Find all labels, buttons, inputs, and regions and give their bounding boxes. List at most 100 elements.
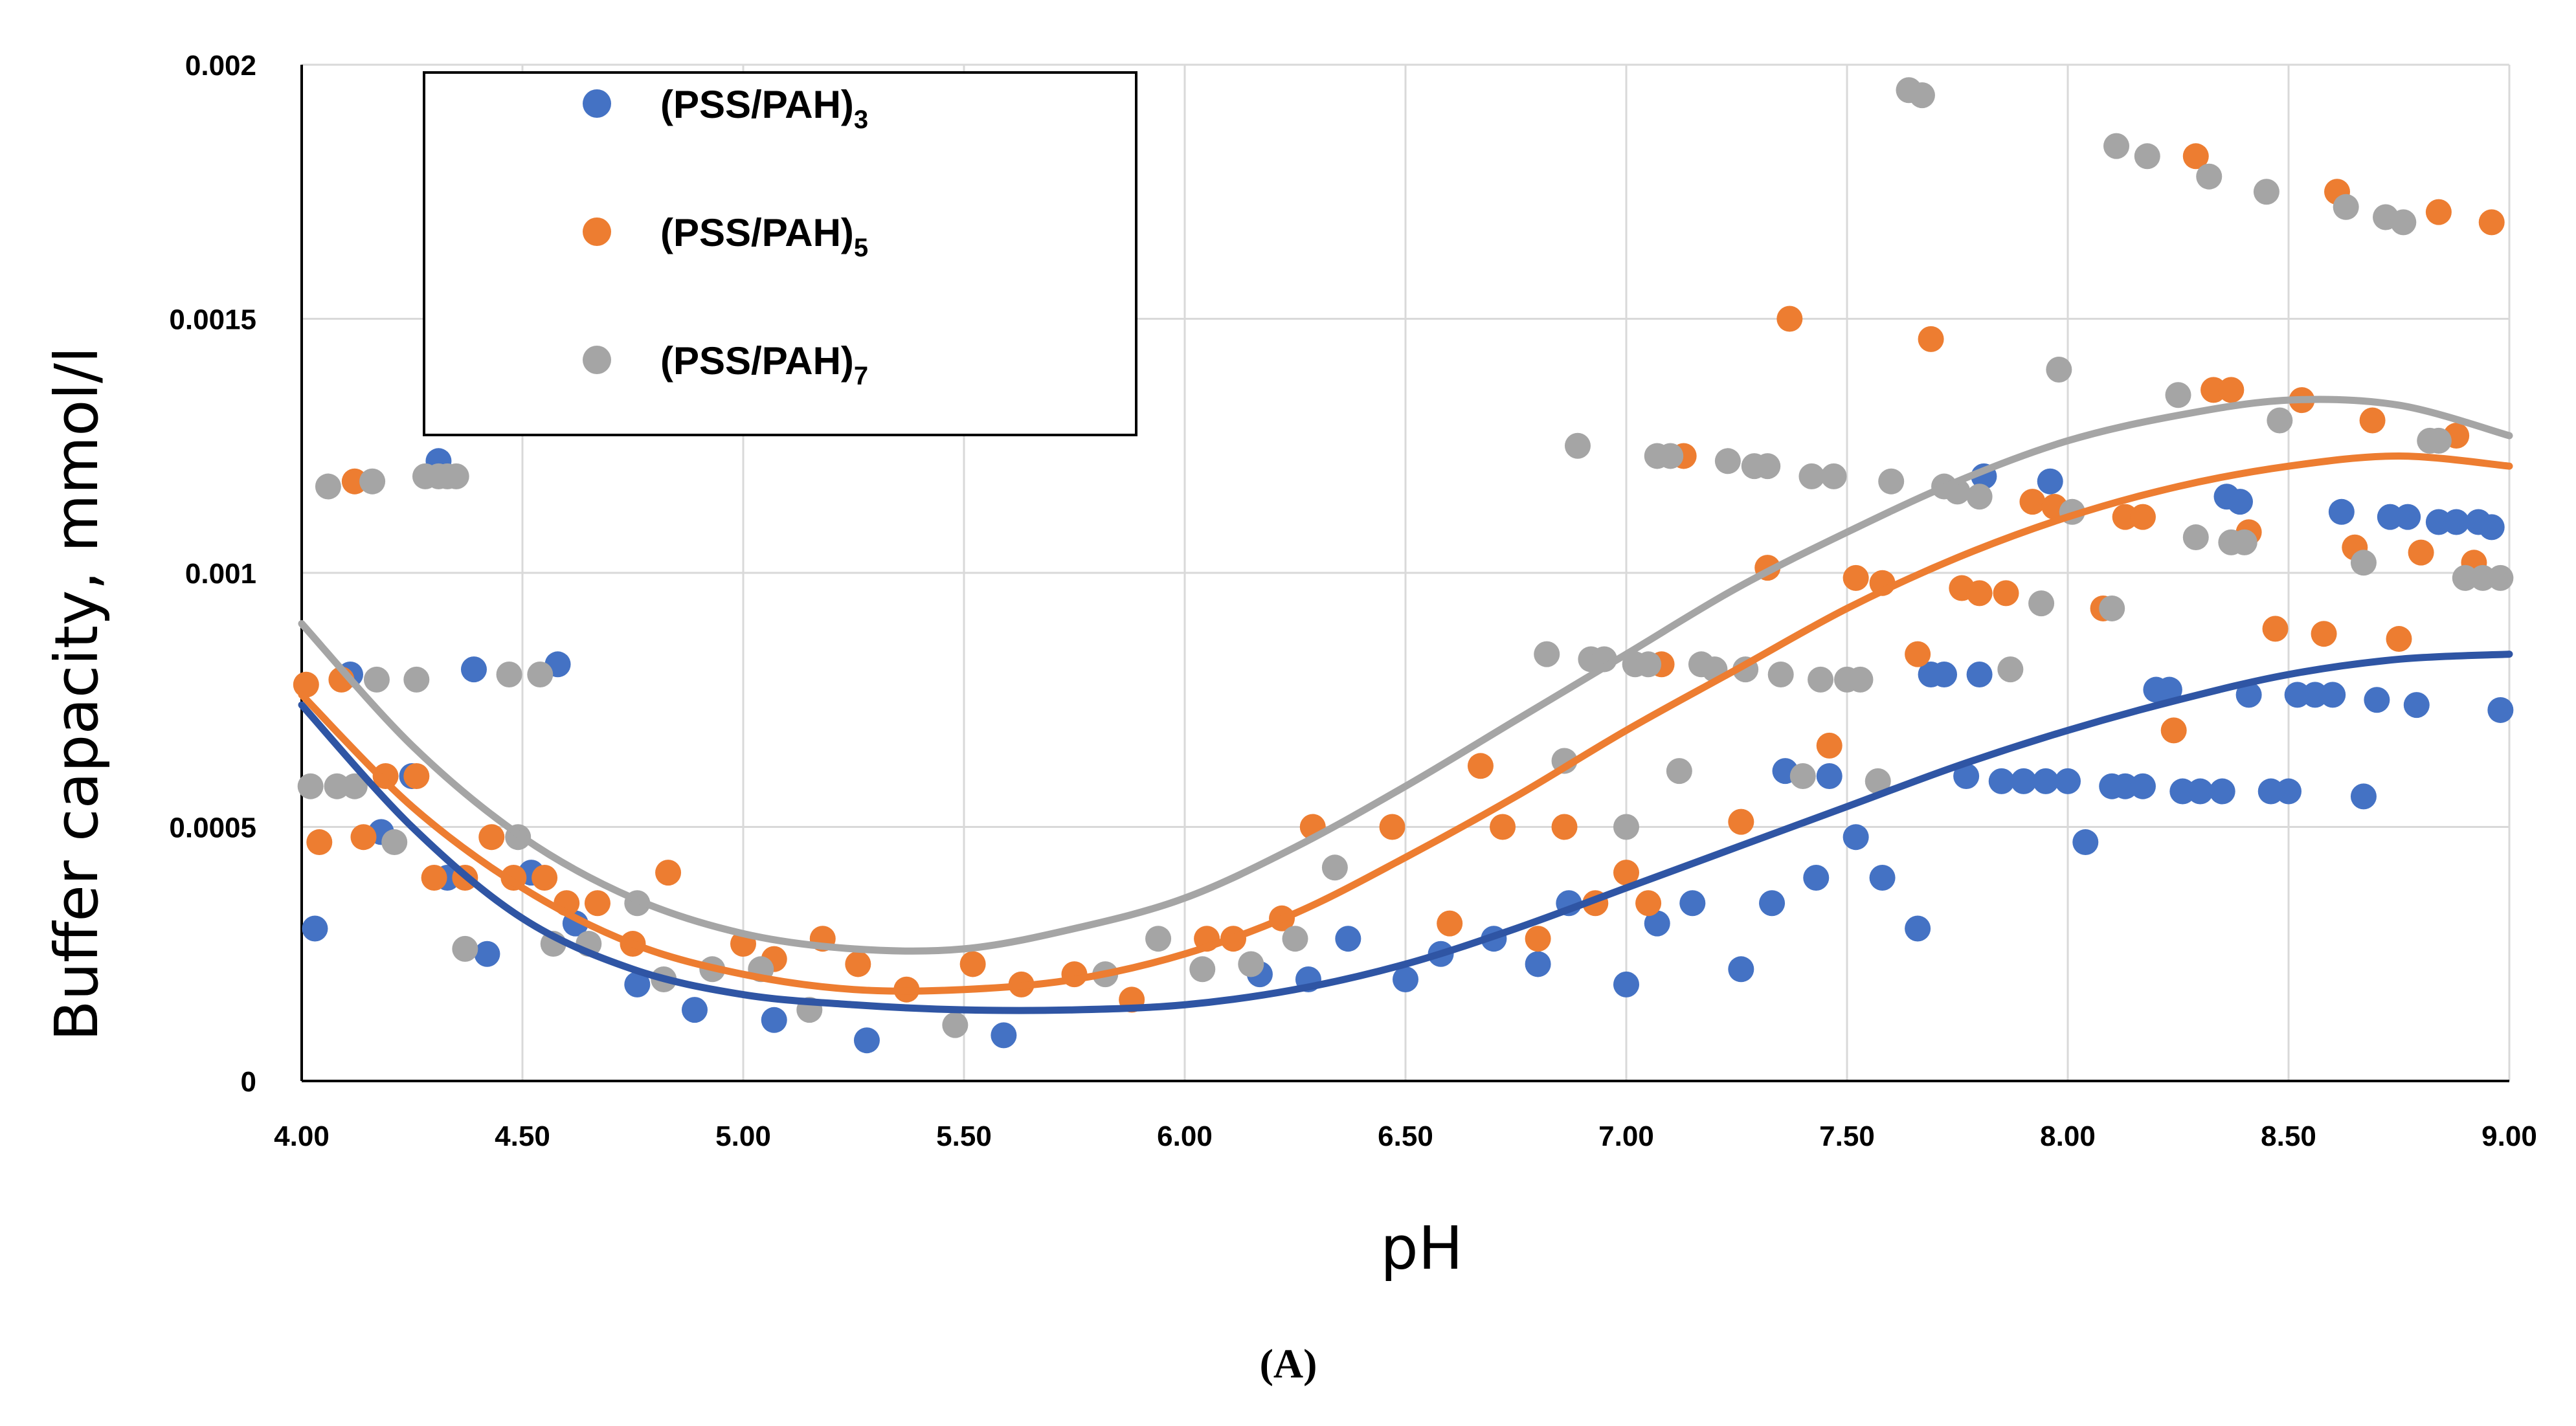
data-point xyxy=(2425,199,2452,225)
data-point xyxy=(1189,956,1216,983)
legend-subscript: 5 xyxy=(854,234,868,262)
data-point xyxy=(1635,651,1662,678)
axes xyxy=(300,65,2509,1082)
data-point xyxy=(584,890,610,917)
data-point xyxy=(1321,854,1348,881)
data-point xyxy=(1993,580,2019,607)
data-point xyxy=(2443,509,2470,535)
x-tick-labels: 4.00 4.50 5.00 5.50 6.00 6.50 7.00 7.50 8.00 8.50… xyxy=(274,1120,2537,1152)
trend-line-5 xyxy=(298,452,2513,995)
x-tick-label: 6.00 xyxy=(1157,1120,1213,1152)
data-point xyxy=(2129,504,2156,530)
data-point xyxy=(403,763,430,789)
legend-subscript: 7 xyxy=(854,362,868,390)
data-point xyxy=(1776,306,1803,332)
data-point xyxy=(1393,966,1418,992)
data-point xyxy=(1657,443,1684,469)
data-point xyxy=(2320,682,2346,708)
data-point xyxy=(474,941,500,967)
data-point xyxy=(1842,824,1869,851)
data-point xyxy=(478,824,505,851)
series-points-7 xyxy=(297,77,2514,1038)
data-point xyxy=(991,1022,1017,1049)
data-point xyxy=(2262,616,2289,642)
data-point xyxy=(2487,696,2514,723)
data-point xyxy=(2408,539,2434,566)
data-point xyxy=(1282,926,1308,952)
legend-label-3: (PSS/PAH)3 xyxy=(660,83,868,134)
data-point xyxy=(2046,357,2072,383)
data-point xyxy=(532,865,558,891)
data-point xyxy=(297,773,324,799)
data-point xyxy=(2028,590,2055,617)
data-point xyxy=(496,662,522,687)
data-point xyxy=(306,829,333,856)
data-point xyxy=(1847,666,1874,693)
data-point xyxy=(1666,758,1692,785)
data-point xyxy=(1525,926,1551,952)
data-point xyxy=(1808,666,1834,693)
x-tick-label: 4.50 xyxy=(495,1120,550,1152)
data-point xyxy=(1551,814,1578,840)
data-point xyxy=(2478,209,2505,236)
data-point xyxy=(1966,662,1993,687)
data-point xyxy=(624,971,651,997)
y-tick-label: 0.001 xyxy=(185,558,256,590)
data-point xyxy=(359,468,386,495)
y-tick-label: 0.0005 xyxy=(169,812,256,844)
legend-label-7: (PSS/PAH)7 xyxy=(660,339,868,390)
x-axis-title: pH xyxy=(1380,1214,1463,1283)
data-point xyxy=(1335,926,1361,952)
data-point xyxy=(1878,468,1905,495)
data-point xyxy=(1635,890,1662,917)
data-point xyxy=(2156,676,2182,703)
y-tick-label: 0.002 xyxy=(185,50,256,82)
data-point xyxy=(2160,717,2187,744)
data-point xyxy=(2395,504,2421,530)
data-point xyxy=(2253,179,2279,205)
series-points-3 xyxy=(302,448,2514,1054)
data-point xyxy=(2129,773,2156,799)
data-point xyxy=(2182,524,2209,551)
data-point xyxy=(681,997,708,1023)
data-point xyxy=(1905,915,1931,942)
x-tick-label: 6.50 xyxy=(1378,1120,1433,1152)
data-point xyxy=(1767,662,1794,687)
data-point xyxy=(2055,768,2081,794)
data-point xyxy=(1816,732,1842,759)
data-point xyxy=(1613,860,1639,886)
data-point xyxy=(2235,682,2262,708)
data-point xyxy=(761,1007,787,1033)
data-point xyxy=(1145,926,1172,952)
data-point xyxy=(1644,910,1670,937)
data-point xyxy=(2333,194,2359,220)
legend-subscript: 3 xyxy=(854,106,868,134)
data-point xyxy=(443,463,469,489)
x-tick-label: 7.50 xyxy=(1819,1120,1875,1152)
data-point xyxy=(1842,564,1869,591)
legend-box xyxy=(423,71,1137,436)
data-point xyxy=(2187,778,2213,805)
data-points xyxy=(293,77,2514,1054)
data-point xyxy=(1759,890,1786,917)
data-point xyxy=(350,824,377,851)
data-point xyxy=(1728,956,1754,983)
data-point xyxy=(1966,484,1993,510)
data-point xyxy=(2364,687,2390,713)
data-point xyxy=(1918,326,1944,352)
data-point xyxy=(655,860,682,886)
y-tick-labels: 0 0.0005 0.001 0.0015 0.002 xyxy=(169,50,256,1098)
x-tick-label: 5.50 xyxy=(936,1120,992,1152)
data-point xyxy=(1966,580,1993,607)
data-point xyxy=(1238,951,1264,977)
data-point xyxy=(1931,662,1958,687)
data-point xyxy=(2350,550,2377,576)
data-point xyxy=(1437,910,1463,937)
data-point xyxy=(1754,453,1781,480)
data-point xyxy=(1803,865,1830,891)
data-point xyxy=(2478,514,2505,540)
data-point xyxy=(421,865,447,891)
data-point xyxy=(2487,564,2514,591)
data-point xyxy=(302,915,328,942)
